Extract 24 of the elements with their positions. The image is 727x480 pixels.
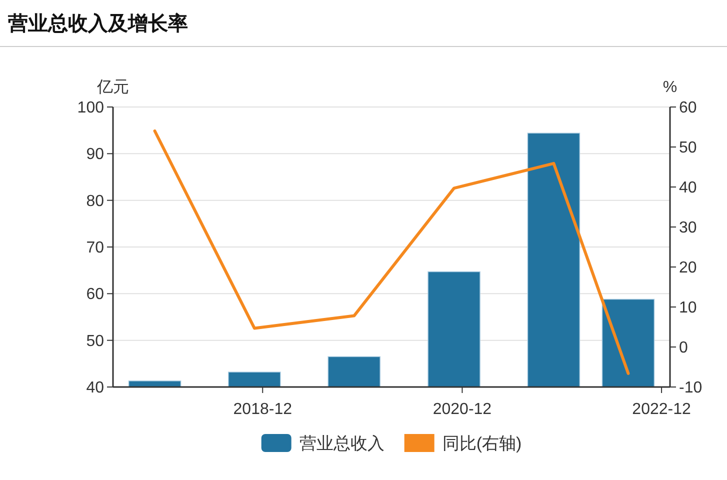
y-tick-label: 40: [86, 380, 104, 396]
y2-tick-label: 40: [679, 180, 697, 196]
y2-tick-label: -10: [679, 380, 702, 396]
y2-tick-label: 0: [679, 340, 688, 356]
x-tick-label: 2022-12: [632, 401, 691, 418]
y2-tick-label: 50: [679, 140, 697, 156]
y2-axis-title: %: [662, 79, 678, 96]
legend-label: 同比(右轴): [442, 434, 522, 453]
y2-tick-label: 10: [679, 300, 697, 316]
legend-label: 营业总收入: [299, 434, 384, 453]
y-axis-title: 亿元: [96, 79, 129, 96]
y2-tick-label: 60: [679, 100, 697, 116]
y2-tick-label: 30: [679, 220, 697, 236]
x-tick-label: 2018-12: [233, 401, 292, 418]
y-tick-label: 100: [77, 100, 104, 116]
y-tick-label: 80: [86, 192, 104, 210]
x-tick-label: 2020-12: [432, 401, 492, 418]
y2-tick-label: 20: [679, 260, 697, 276]
y-tick-label: 50: [86, 332, 104, 350]
chart-title: 营业总收入及增长率: [7, 12, 188, 35]
y-tick-label: 70: [86, 240, 104, 256]
y-tick-label: 60: [86, 286, 104, 304]
y-tick-label: 90: [86, 146, 104, 164]
line-series: [153, 130, 630, 375]
